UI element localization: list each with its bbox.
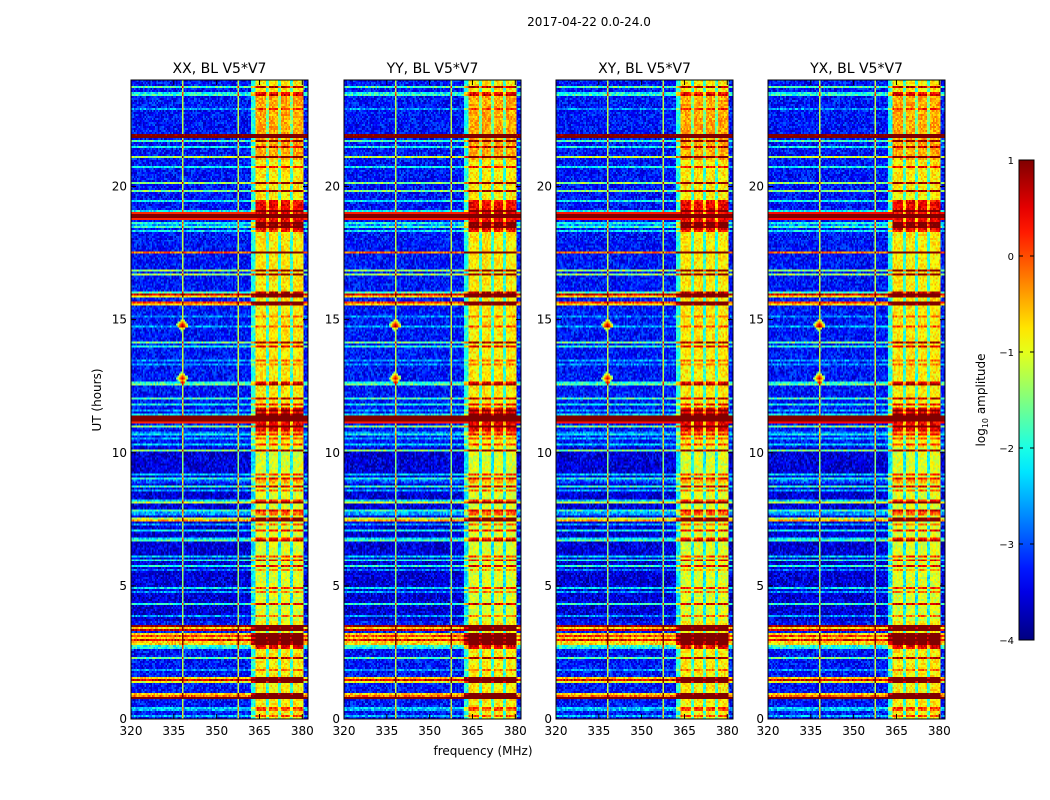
colorbar-label-log: log [974, 428, 988, 446]
panel-1: XX, BL V5*V7 320 335 350 365 380 0 5 10 15 20 [112, 61, 314, 738]
colorbar-label-rest: amplitude [974, 354, 988, 418]
panel-4: YX, BL V5*V7 320 335 350 365 380 0 5 10 15 20 [749, 61, 951, 738]
heatmap-image [344, 80, 521, 719]
x-tick-label: 380 [291, 724, 314, 738]
y-tick-label: 20 [325, 180, 340, 194]
heatmap-image [556, 80, 733, 719]
heatmap-image [131, 80, 308, 719]
colorbar-tick-label: −2 [999, 444, 1014, 455]
x-tick-label: 320 [120, 724, 143, 738]
panel-title: YY, BL V5*V7 [386, 61, 479, 77]
heatmap-image [768, 80, 945, 719]
x-tick-label: 380 [928, 724, 951, 738]
y-tick-label: 0 [544, 712, 552, 726]
x-axis-label: frequency (MHz) [433, 744, 532, 758]
x-tick-label: 350 [205, 724, 228, 738]
x-tick-label: 350 [630, 724, 653, 738]
x-tick-label: 350 [418, 724, 441, 738]
colorbar-tick-label: −4 [999, 636, 1014, 647]
y-axis-label: UT (hours) [90, 368, 104, 431]
colorbar-tick-label: −3 [999, 540, 1014, 551]
colorbar-gradient [1019, 160, 1034, 640]
x-tick-label: 335 [587, 724, 610, 738]
colorbar-frame [1018, 159, 1035, 641]
y-tick-label: 10 [749, 446, 764, 460]
x-tick-label: 350 [842, 724, 865, 738]
x-tick-label: 365 [461, 724, 484, 738]
y-tick-label: 15 [537, 313, 552, 327]
colorbar-tick-label: −1 [999, 348, 1014, 359]
panel-frame [767, 79, 946, 720]
y-tick-label: 10 [537, 446, 552, 460]
x-tick-label: 335 [799, 724, 822, 738]
y-tick-label: 15 [325, 313, 340, 327]
y-tick-label: 20 [749, 180, 764, 194]
panel-3: XY, BL V5*V7 320 335 350 365 380 0 5 10 15 20 [537, 61, 739, 738]
panel-title: YX, BL V5*V7 [809, 61, 903, 77]
x-tick-label: 320 [545, 724, 568, 738]
colorbar-tick-label: 1 [1008, 156, 1014, 167]
y-tick-label: 0 [119, 712, 127, 726]
x-tick-label: 320 [333, 724, 356, 738]
y-tick-label: 20 [537, 180, 552, 194]
x-tick-label: 320 [757, 724, 780, 738]
x-tick-label: 335 [162, 724, 185, 738]
x-tick-label: 335 [375, 724, 398, 738]
y-tick-label: 5 [119, 579, 127, 593]
y-tick-label: 10 [112, 446, 127, 460]
y-tick-label: 10 [325, 446, 340, 460]
x-tick-label: 365 [673, 724, 696, 738]
y-tick-label: 20 [112, 180, 127, 194]
panel-title: XX, BL V5*V7 [173, 61, 267, 77]
colorbar-tick-label: 0 [1008, 252, 1014, 263]
colorbar-label: log10 amplitude [974, 354, 990, 447]
y-tick-label: 0 [332, 712, 340, 726]
panel-frame [343, 79, 522, 720]
x-tick-label: 380 [716, 724, 739, 738]
panel-2: YY, BL V5*V7 320 335 350 365 380 0 5 10 15 20 [325, 61, 527, 738]
y-tick-label: 5 [756, 579, 764, 593]
y-tick-label: 0 [756, 712, 764, 726]
panel-frame [555, 79, 734, 720]
colorbar-label-sub: 10 [981, 418, 990, 428]
y-tick-label: 5 [332, 579, 340, 593]
y-tick-label: 15 [112, 313, 127, 327]
x-tick-label: 365 [248, 724, 271, 738]
y-tick-label: 15 [749, 313, 764, 327]
panel-title: XY, BL V5*V7 [598, 61, 691, 77]
y-tick-label: 5 [544, 579, 552, 593]
figure-title: 2017-04-22 0.0-24.0 [527, 15, 651, 29]
panel-frame [130, 79, 309, 720]
x-tick-label: 380 [504, 724, 527, 738]
x-tick-label: 365 [885, 724, 908, 738]
